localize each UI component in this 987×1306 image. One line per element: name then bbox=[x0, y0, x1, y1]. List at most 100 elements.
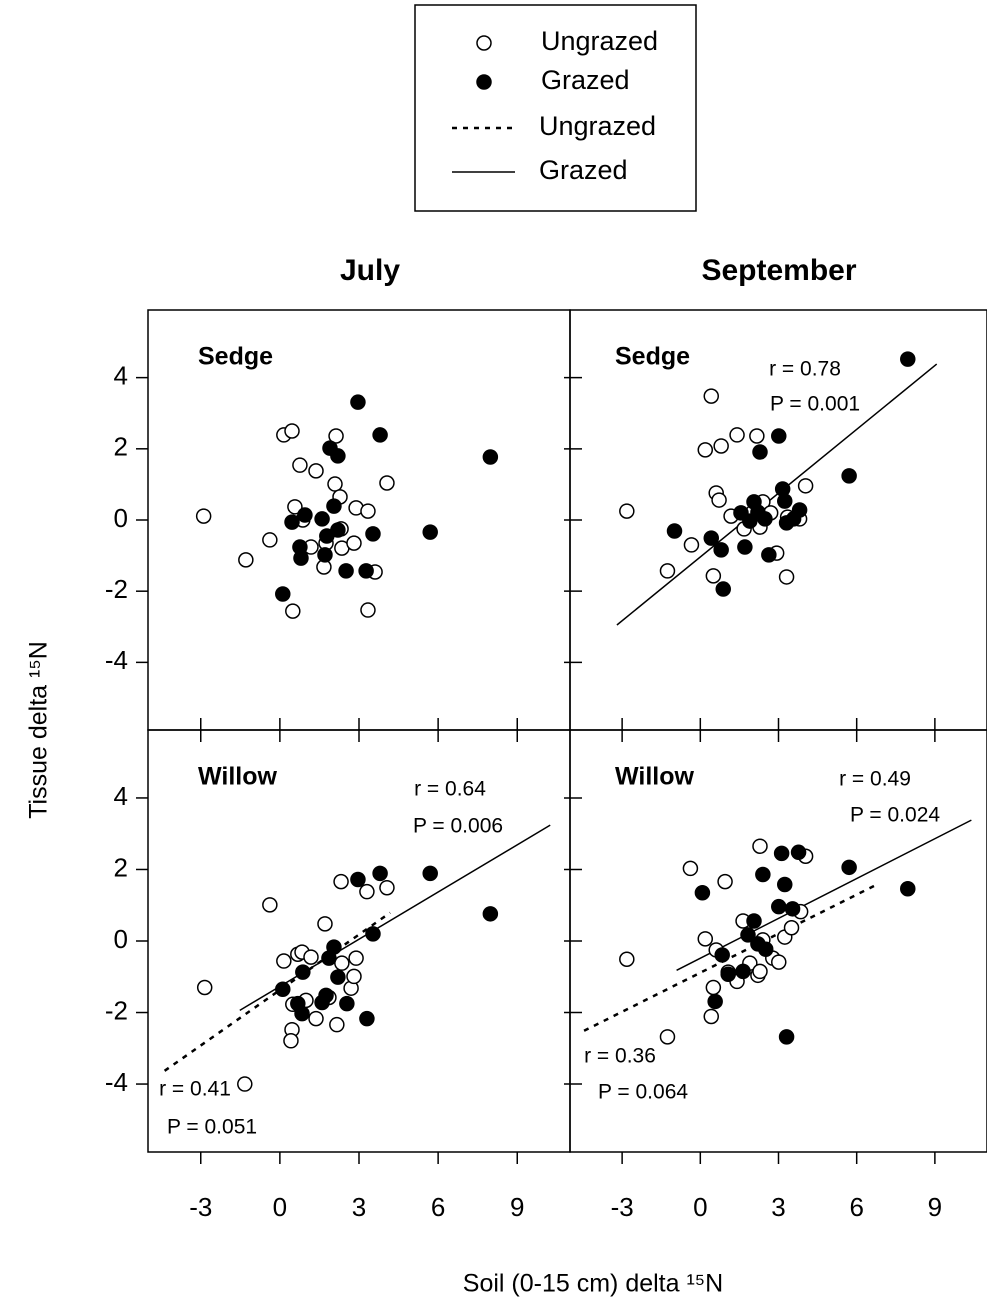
point bbox=[262, 532, 278, 548]
y-tick-label: 0 bbox=[114, 924, 128, 954]
x-axis-label: Soil (0-15 cm) delta ¹⁵N bbox=[463, 1270, 723, 1298]
point bbox=[790, 844, 807, 861]
point bbox=[275, 981, 291, 998]
legend-label: Grazed bbox=[541, 65, 630, 95]
point bbox=[761, 547, 777, 563]
panel-frame bbox=[147, 309, 571, 731]
point bbox=[482, 906, 499, 922]
point bbox=[773, 845, 790, 862]
point bbox=[327, 476, 343, 492]
point bbox=[285, 603, 301, 619]
point bbox=[715, 581, 731, 597]
point bbox=[711, 492, 727, 508]
point bbox=[292, 457, 308, 473]
x-tick-label: 0 bbox=[273, 1192, 287, 1222]
point bbox=[360, 503, 376, 519]
panel-label: Sedge bbox=[198, 343, 273, 371]
point bbox=[705, 979, 722, 996]
point bbox=[771, 954, 787, 970]
x-tick-label: -3 bbox=[189, 1192, 212, 1222]
point bbox=[365, 526, 381, 542]
point bbox=[683, 537, 700, 553]
point bbox=[326, 498, 342, 514]
point bbox=[619, 503, 635, 519]
panel-label: Willow bbox=[198, 763, 277, 791]
point bbox=[334, 955, 350, 971]
legend-box bbox=[414, 4, 697, 212]
point bbox=[900, 881, 916, 897]
point bbox=[308, 1010, 324, 1027]
point bbox=[348, 950, 364, 966]
point bbox=[365, 926, 381, 942]
point bbox=[275, 586, 291, 602]
point bbox=[372, 865, 388, 882]
point bbox=[735, 963, 751, 980]
point bbox=[379, 475, 395, 491]
legend-label: Ungrazed bbox=[539, 111, 656, 141]
x-tick-label: -3 bbox=[611, 1192, 634, 1222]
y-tick-label: -4 bbox=[105, 1067, 128, 1097]
point bbox=[346, 535, 362, 551]
point bbox=[283, 1033, 299, 1049]
point bbox=[293, 550, 309, 566]
y-tick-label: 4 bbox=[114, 361, 128, 391]
point bbox=[314, 511, 330, 527]
y-tick-label: -4 bbox=[105, 645, 128, 675]
point bbox=[262, 897, 278, 913]
point bbox=[746, 913, 762, 929]
point bbox=[784, 901, 801, 917]
panel-label: Willow bbox=[615, 763, 694, 791]
x-tick-label: 9 bbox=[510, 1192, 524, 1222]
point bbox=[422, 524, 438, 540]
point bbox=[771, 898, 787, 915]
point bbox=[238, 552, 254, 568]
y-tick-label: -2 bbox=[105, 995, 128, 1025]
annotation: r = 0.36 bbox=[584, 1045, 656, 1068]
fit-line bbox=[163, 911, 391, 1072]
point bbox=[703, 388, 720, 404]
point bbox=[284, 423, 300, 439]
point bbox=[295, 964, 311, 980]
point bbox=[771, 428, 787, 444]
panel-label: Sedge bbox=[615, 343, 690, 371]
point bbox=[338, 563, 354, 579]
y-axis-label: Tissue delta ¹⁵N bbox=[25, 641, 53, 819]
point bbox=[841, 859, 857, 876]
annotation: r = 0.49 bbox=[839, 768, 911, 791]
point bbox=[326, 939, 342, 955]
fit-line bbox=[239, 824, 551, 1012]
point bbox=[195, 508, 212, 524]
point bbox=[297, 507, 313, 523]
legend-marker bbox=[476, 35, 492, 51]
point bbox=[330, 969, 346, 985]
point bbox=[697, 931, 714, 947]
point bbox=[797, 478, 814, 494]
point bbox=[707, 993, 723, 1010]
point bbox=[379, 879, 395, 896]
point bbox=[339, 995, 355, 1012]
point bbox=[714, 947, 730, 963]
point bbox=[752, 444, 768, 460]
fit-line bbox=[676, 819, 972, 971]
point bbox=[350, 871, 366, 888]
point bbox=[717, 873, 733, 890]
y-tick-label: 2 bbox=[114, 852, 128, 882]
point bbox=[294, 1005, 310, 1022]
point bbox=[346, 968, 362, 985]
point bbox=[777, 493, 793, 509]
point bbox=[841, 468, 857, 484]
point bbox=[318, 987, 334, 1004]
point bbox=[757, 941, 774, 957]
point bbox=[359, 1010, 375, 1027]
x-tick-label: 9 bbox=[928, 1192, 942, 1222]
point bbox=[703, 530, 720, 546]
point bbox=[752, 963, 768, 980]
point bbox=[360, 602, 376, 618]
point bbox=[713, 438, 729, 454]
point bbox=[900, 351, 916, 367]
annotation: P = 0.064 bbox=[598, 1081, 688, 1104]
y-tick-label: 0 bbox=[114, 503, 128, 533]
point bbox=[659, 563, 676, 579]
point bbox=[328, 428, 344, 444]
